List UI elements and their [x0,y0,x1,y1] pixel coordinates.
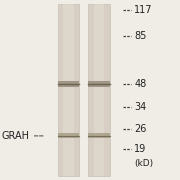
Text: 34: 34 [134,102,146,112]
Bar [58,81,79,87]
Bar [88,133,110,138]
Text: 48: 48 [134,79,146,89]
Text: 19: 19 [134,143,146,154]
Text: 26: 26 [134,124,147,134]
Bar [88,81,110,87]
Text: GRAH: GRAH [2,131,30,141]
Bar [94,4,104,176]
Bar [63,4,74,176]
Text: 85: 85 [134,31,147,41]
Bar [58,133,79,138]
Bar [58,4,79,176]
Text: (kD): (kD) [134,159,153,168]
Bar [88,4,110,176]
Text: 117: 117 [134,5,153,15]
